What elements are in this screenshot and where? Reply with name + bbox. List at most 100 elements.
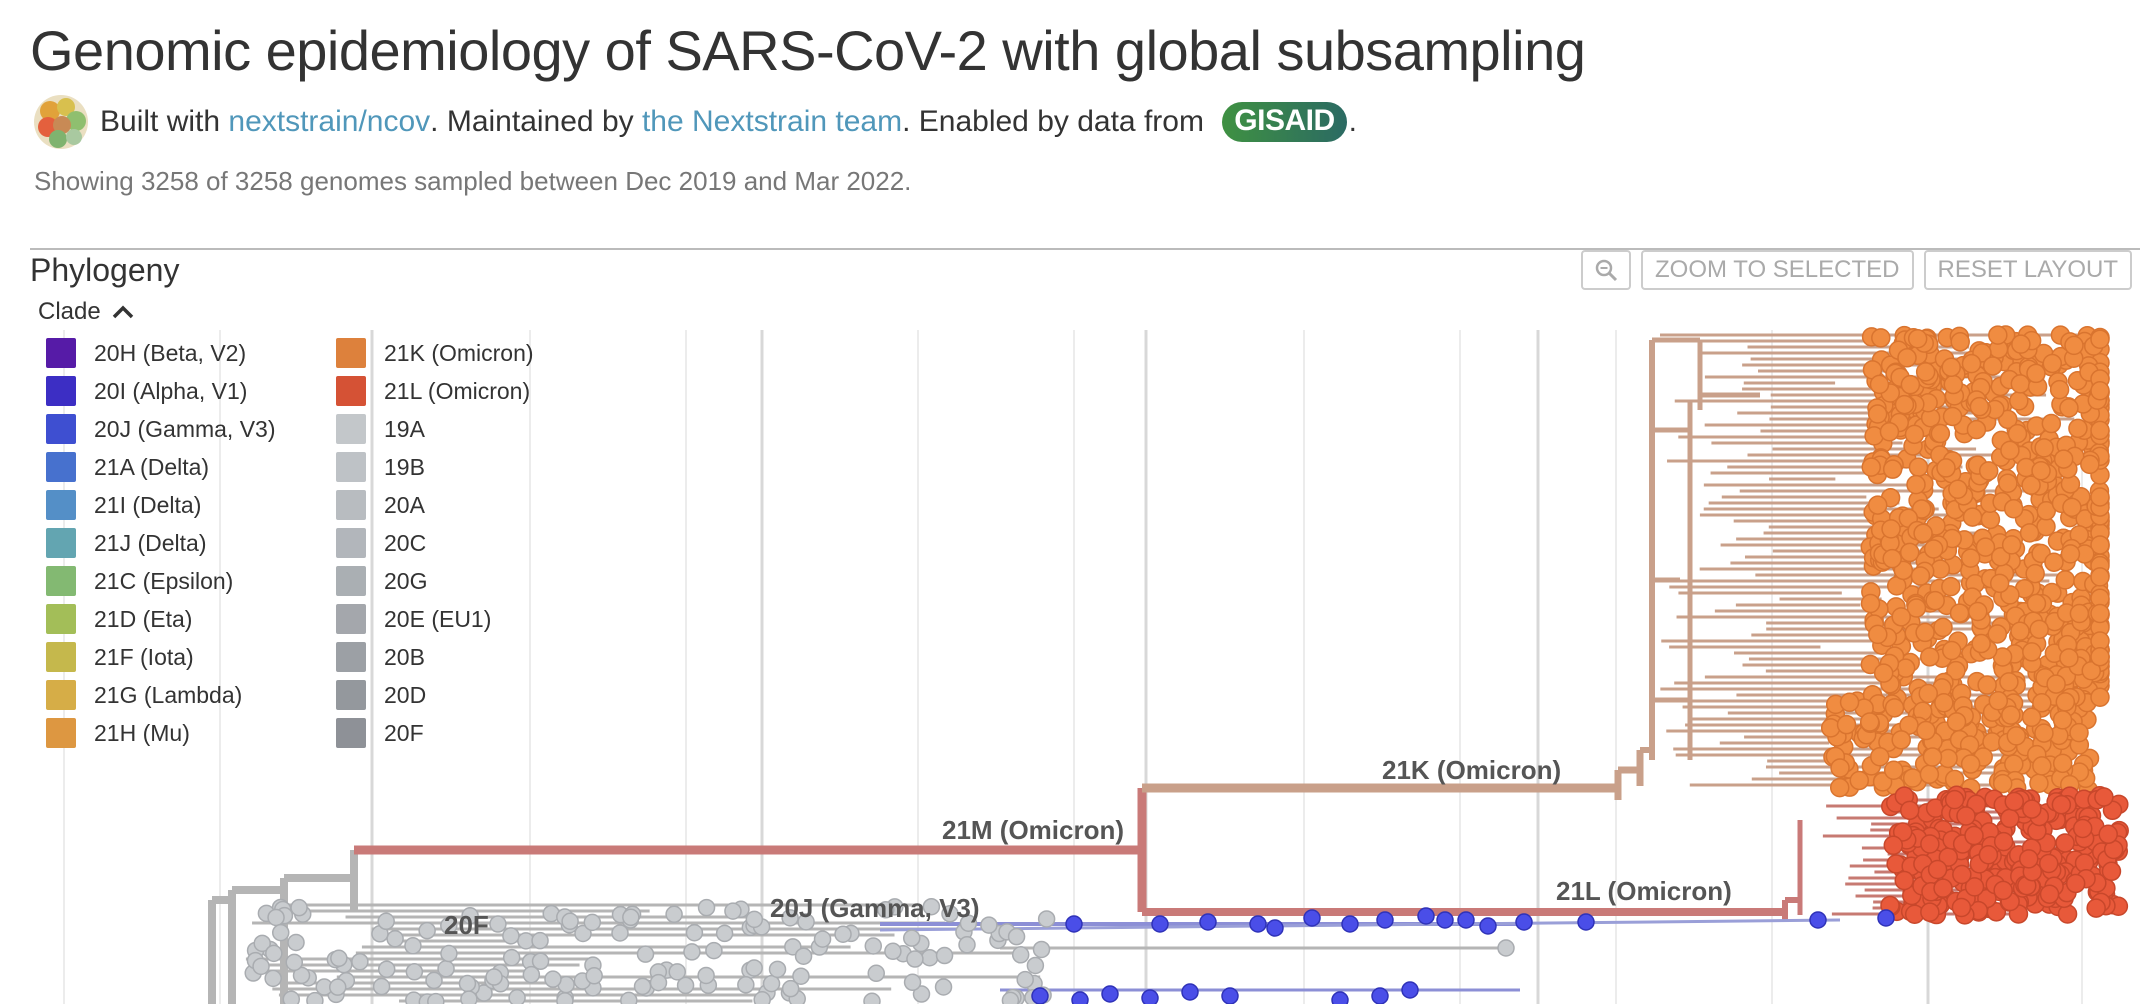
tip-grey[interactable]	[745, 910, 764, 929]
tip-21l[interactable]	[1927, 859, 1948, 880]
tip-grey[interactable]	[1037, 910, 1056, 928]
tip-21k[interactable]	[1967, 601, 1988, 622]
tip-grey[interactable]	[611, 924, 629, 942]
tip-21k[interactable]	[1941, 640, 1962, 661]
tip-grey[interactable]	[265, 944, 283, 963]
tip-21k[interactable]	[1906, 598, 1927, 618]
tip-grey[interactable]	[489, 915, 507, 933]
tip-21k[interactable]	[2026, 363, 2046, 384]
tip-21l[interactable]	[2000, 808, 2020, 829]
tip-21k[interactable]	[2019, 523, 2040, 543]
tip-21k[interactable]	[1966, 419, 1987, 440]
legend-item[interactable]: 21L (Omicron)	[336, 376, 530, 406]
tip-21k[interactable]	[1949, 603, 1970, 623]
tip-21k[interactable]	[1960, 754, 1981, 774]
tip-21k[interactable]	[2059, 648, 2079, 668]
tip-grey[interactable]	[935, 946, 954, 965]
tip-21k[interactable]	[2009, 391, 2029, 411]
tip-21k[interactable]	[1899, 542, 1920, 563]
tip-21k[interactable]	[1897, 348, 1917, 368]
tip-blue[interactable]	[1331, 991, 1349, 1004]
tip-21k[interactable]	[2062, 497, 2082, 518]
tip-grey[interactable]	[867, 964, 885, 983]
tip-21k[interactable]	[2090, 687, 2110, 707]
tip-grey[interactable]	[330, 949, 348, 968]
tip-21k[interactable]	[2026, 593, 2047, 614]
tip-21k[interactable]	[1882, 459, 1903, 479]
tip-blue[interactable]	[1479, 917, 1497, 935]
tip-21l[interactable]	[2055, 833, 2075, 853]
tip-21k[interactable]	[2006, 726, 2027, 746]
tip-21k[interactable]	[1891, 730, 1911, 750]
gisaid-logo[interactable]: GISAID	[1222, 102, 1347, 142]
tip-21k[interactable]	[2003, 499, 2024, 519]
tip-grey[interactable]	[425, 971, 443, 990]
tip-21k[interactable]	[2001, 535, 2022, 555]
legend-item[interactable]: 19A	[336, 414, 425, 444]
tip-21k[interactable]	[2034, 723, 2054, 743]
tip-21k[interactable]	[1908, 457, 1929, 477]
tip-21k[interactable]	[1960, 548, 1981, 568]
tip-grey[interactable]	[290, 898, 308, 917]
legend-item[interactable]: 19B	[336, 452, 425, 482]
legend-item[interactable]: 20I (Alpha, V1)	[46, 376, 247, 406]
tip-grey[interactable]	[649, 973, 668, 992]
tip-grey[interactable]	[458, 974, 477, 993]
tip-grey[interactable]	[556, 992, 574, 1004]
tip-21k[interactable]	[2090, 381, 2110, 401]
tip-grey[interactable]	[508, 989, 526, 1004]
tip-21k[interactable]	[1999, 672, 2019, 692]
tip-21k[interactable]	[2021, 475, 2041, 495]
tip-21k[interactable]	[1916, 720, 1936, 741]
tip-21l[interactable]	[2051, 794, 2072, 815]
tip-21k[interactable]	[1870, 747, 1890, 767]
tip-21k[interactable]	[1987, 624, 2008, 644]
tip-blue[interactable]	[1221, 987, 1239, 1004]
tip-21k[interactable]	[1891, 607, 1911, 627]
tip-blue[interactable]	[1249, 915, 1267, 933]
tip-grey[interactable]	[912, 985, 931, 1003]
tip-21k[interactable]	[2090, 535, 2110, 555]
legend-toggle[interactable]: Clade	[38, 298, 135, 326]
tip-21k[interactable]	[1915, 622, 1935, 643]
tip-grey[interactable]	[1016, 970, 1034, 989]
tip-21l[interactable]	[1964, 825, 1984, 846]
tip-21k[interactable]	[2029, 619, 2049, 640]
tip-grey[interactable]	[252, 957, 270, 976]
tip-21k[interactable]	[2090, 487, 2110, 507]
tip-grey[interactable]	[737, 976, 755, 994]
tip-grey[interactable]	[583, 913, 602, 932]
tip-21k[interactable]	[1849, 770, 1870, 791]
tip-21k[interactable]	[1946, 712, 1967, 732]
tip-21k[interactable]	[1998, 473, 2018, 493]
tip-21k[interactable]	[2080, 454, 2100, 475]
tip-21l[interactable]	[1894, 870, 1914, 891]
tip-21k[interactable]	[1982, 356, 2003, 376]
tip-21k[interactable]	[1883, 760, 1904, 781]
tip-21k[interactable]	[2021, 707, 2042, 728]
tip-grey[interactable]	[768, 960, 787, 979]
tip-21k[interactable]	[1975, 537, 1996, 557]
tip-grey[interactable]	[485, 968, 503, 986]
tip-21k[interactable]	[1942, 406, 1963, 427]
tip-21l[interactable]	[1951, 897, 1972, 918]
tip-21l[interactable]	[1993, 880, 2013, 901]
tip-21k[interactable]	[1978, 461, 1999, 481]
tip-grey[interactable]	[1011, 946, 1030, 964]
tip-blue[interactable]	[1181, 983, 1199, 1001]
legend-item[interactable]: 20D	[336, 680, 426, 710]
tip-grey[interactable]	[685, 923, 704, 942]
tip-21k[interactable]	[2090, 567, 2110, 587]
tip-grey[interactable]	[781, 909, 799, 927]
tip-grey[interactable]	[351, 952, 369, 971]
tip-blue[interactable]	[1877, 909, 1895, 927]
tip-blue[interactable]	[1515, 913, 1533, 931]
tip-blue[interactable]	[1371, 987, 1389, 1004]
tip-blue[interactable]	[1341, 915, 1359, 933]
reset-layout-button[interactable]: RESET LAYOUT	[1923, 250, 2132, 290]
tip-21k[interactable]	[1919, 764, 1940, 785]
legend-item[interactable]: 21K (Omicron)	[336, 338, 534, 368]
tip-21k[interactable]	[1830, 758, 1850, 778]
tip-21k[interactable]	[2059, 398, 2079, 418]
tip-21k[interactable]	[2032, 693, 2052, 713]
